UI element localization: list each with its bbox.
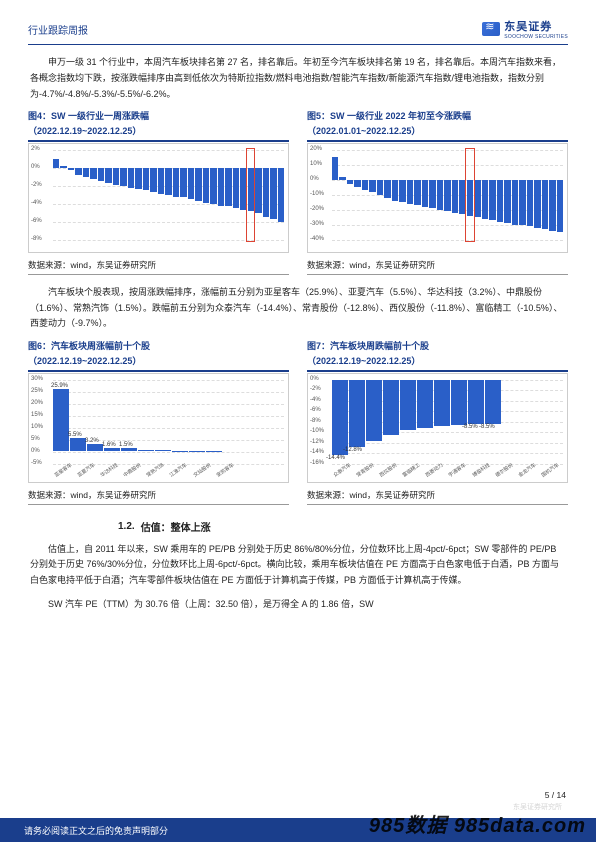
fig5-top-rule bbox=[307, 140, 568, 142]
paragraph-2: 汽车板块个股表现，按周涨跌幅排序，涨幅前五分别为亚星客车（25.9%）、亚夏汽车… bbox=[30, 285, 566, 332]
fig4-subtitle: （2022.12.19~2022.12.25） bbox=[28, 124, 289, 137]
page-header: 行业跟踪周报 东吴证券 SOOCHOW SECURITIES bbox=[28, 18, 568, 40]
fig7-source: 数据来源：wind，东吴证券研究所 bbox=[307, 489, 568, 501]
fig7-bot-rule bbox=[307, 504, 568, 505]
fig5-title: 图5：SW 一级行业 2022 年初至今涨跌幅 bbox=[307, 110, 568, 124]
brand-cn: 东吴证券 bbox=[504, 18, 568, 34]
fig6-top-rule bbox=[28, 370, 289, 372]
header-title: 行业跟踪周报 bbox=[28, 22, 88, 37]
fig6-source: 数据来源：wind，东吴证券研究所 bbox=[28, 489, 289, 501]
figure-5: 图5：SW 一级行业 2022 年初至今涨跌幅 （2022.01.01~2022… bbox=[307, 110, 568, 275]
section-heading: 1.2. 估值：整体上涨 bbox=[28, 519, 568, 534]
fig5-bot-rule bbox=[307, 274, 568, 275]
fig4-bot-rule bbox=[28, 274, 289, 275]
figure-7: 图7：汽车板块周跌幅前十个股 （2022.12.19~2022.12.25） 0… bbox=[307, 340, 568, 505]
brand-logo: 东吴证券 SOOCHOW SECURITIES bbox=[482, 18, 568, 40]
paragraph-3: 估值上，自 2011 年以来，SW 乘用车的 PE/PB 分别处于历史 86%/… bbox=[30, 542, 566, 589]
section-title: 估值：整体上涨 bbox=[141, 519, 211, 534]
fig6-bot-rule bbox=[28, 504, 289, 505]
fig6-title: 图6：汽车板块周涨幅前十个股 bbox=[28, 340, 289, 354]
page-number: 5 / 14 bbox=[545, 790, 566, 800]
figure-4: 图4：SW 一级行业一周涨跌幅 （2022.12.19~2022.12.25） … bbox=[28, 110, 289, 275]
fig5-chart: 20%10%0%-10%-20%-30%-40% bbox=[307, 143, 568, 253]
footer-text: 请务必阅读正文之后的免责声明部分 bbox=[24, 824, 168, 837]
fig4-chart: 2%0%-2%-4%-6%-8% bbox=[28, 143, 289, 253]
paragraph-4: SW 汽车 PE（TTM）为 30.76 倍（上周：32.50 倍），是万得全 … bbox=[30, 597, 566, 613]
logo-mark-icon bbox=[482, 22, 500, 36]
brand-en: SOOCHOW SECURITIES bbox=[504, 34, 568, 40]
header-rule bbox=[28, 44, 568, 45]
figure-6: 图6：汽车板块周涨幅前十个股 （2022.12.19~2022.12.25） 3… bbox=[28, 340, 289, 505]
fig7-chart: 0%-2%-4%-6%-8%-10%-12%-14%-16%-14.4%-12.… bbox=[307, 373, 568, 483]
fig4-source: 数据来源：wind，东吴证券研究所 bbox=[28, 259, 289, 271]
fig4-title: 图4：SW 一级行业一周涨跌幅 bbox=[28, 110, 289, 124]
watermark-985: 985数据 985data.com bbox=[369, 809, 586, 838]
section-number: 1.2. bbox=[118, 521, 135, 532]
fig5-source: 数据来源：wind，东吴证券研究所 bbox=[307, 259, 568, 271]
fig4-top-rule bbox=[28, 140, 289, 142]
fig6-subtitle: （2022.12.19~2022.12.25） bbox=[28, 354, 289, 367]
fig7-subtitle: （2022.12.19~2022.12.25） bbox=[307, 354, 568, 367]
fig6-chart: 30%25%20%15%10%5%0%-5%25.9%5.5%3.2%1.6%1… bbox=[28, 373, 289, 483]
fig7-title: 图7：汽车板块周跌幅前十个股 bbox=[307, 340, 568, 354]
fig5-subtitle: （2022.01.01~2022.12.25） bbox=[307, 124, 568, 137]
paragraph-1: 申万一级 31 个行业中，本周汽车板块排名第 27 名，排名靠后。年初至今汽车板… bbox=[30, 55, 566, 102]
fig7-top-rule bbox=[307, 370, 568, 372]
